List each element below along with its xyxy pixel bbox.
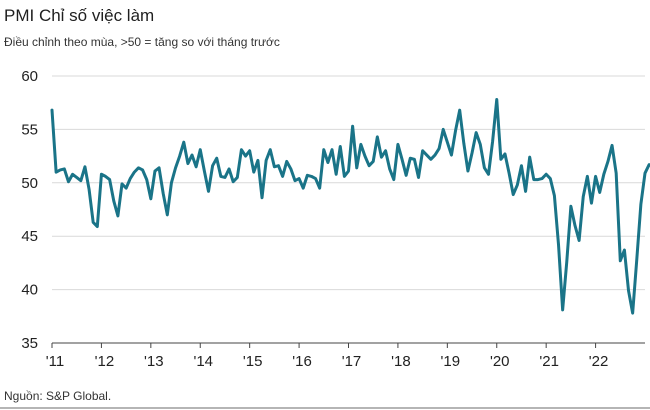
x-tick-label-'11: '11 xyxy=(46,353,64,370)
bottom-divider xyxy=(0,407,650,409)
x-tick-label-'15: '15 xyxy=(243,353,263,370)
chart-title: PMI Chỉ số việc làm xyxy=(4,6,155,25)
y-tick-label-50: 50 xyxy=(21,175,38,192)
x-axis xyxy=(51,342,645,348)
series-layer xyxy=(50,98,650,315)
x-tick-label-'22: '22 xyxy=(589,353,609,370)
chart-subtitle: Điều chỉnh theo mùa, >50 = tăng so với t… xyxy=(4,35,280,49)
x-tick-label-'12: '12 xyxy=(95,353,115,370)
x-tick-label-'20: '20 xyxy=(490,353,510,370)
x-tick-label-'21: '21 xyxy=(539,353,559,370)
y-tick-label-45: 45 xyxy=(21,228,38,245)
x-tick-label-'16: '16 xyxy=(292,353,312,370)
gridlines xyxy=(52,75,645,291)
y-tick-label-40: 40 xyxy=(21,282,38,299)
x-tick-label-'19: '19 xyxy=(441,353,461,370)
x-tick-label-'14: '14 xyxy=(193,353,213,370)
x-tick-label-'18: '18 xyxy=(391,353,411,370)
x-tick-label-'17: '17 xyxy=(342,353,362,370)
y-tick-label-60: 60 xyxy=(21,68,38,85)
source-note: Nguồn: S&P Global. xyxy=(4,389,112,403)
series-line-0 xyxy=(50,98,650,315)
y-tick-label-55: 55 xyxy=(21,121,38,138)
y-tick-label-35: 35 xyxy=(21,335,38,352)
y-axis-tick-labels: 35 40 45 50 55 60 xyxy=(21,68,38,352)
x-axis-tick-labels: '11 '12 '13 '14 '15 '16 '17 '18 '19 '20 '21 '22 xyxy=(46,353,609,370)
x-tick-label-'13: '13 xyxy=(144,353,164,370)
